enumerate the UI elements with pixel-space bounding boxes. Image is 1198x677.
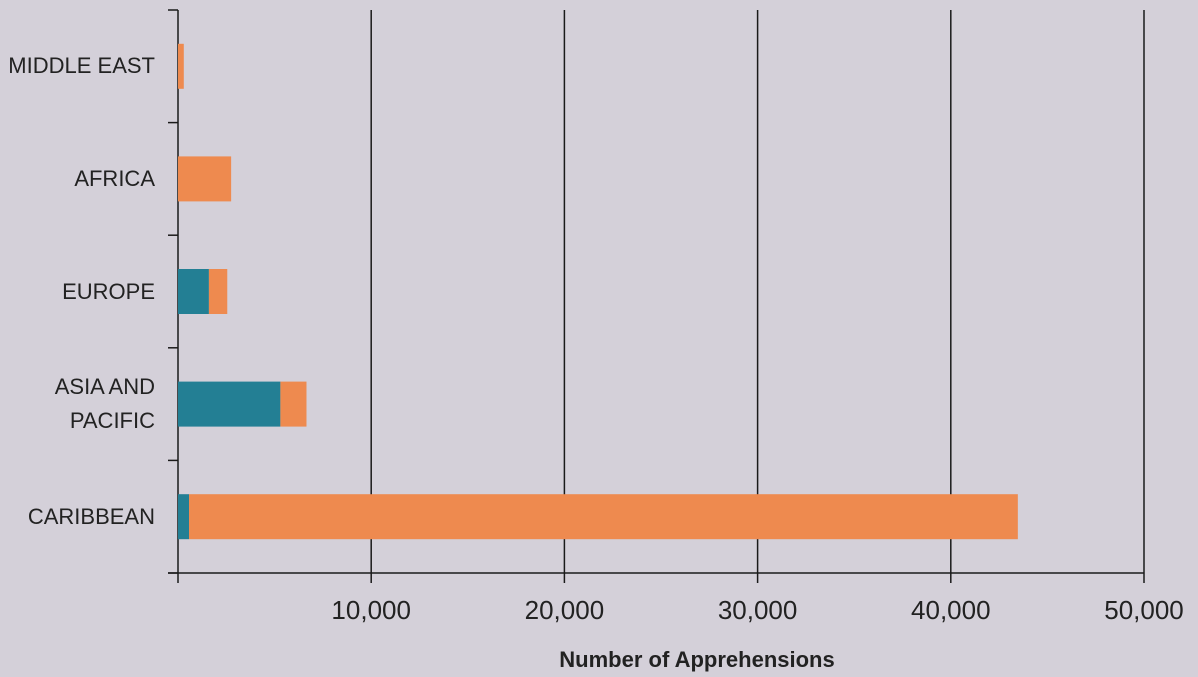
bar-segment [178,269,209,314]
x-axis-title: Number of Apprehensions [559,647,834,672]
bar-segment [178,381,281,427]
bar-segment [208,269,228,314]
x-tick-label: 50,000 [1104,595,1184,625]
y-tick-label: AFRICA [74,165,155,191]
x-tick-label: 40,000 [911,595,991,625]
bar-segment [189,494,1018,540]
y-tick-label: CARIBBEAN [27,503,155,529]
x-tick-label: 10,000 [331,595,411,625]
bar-segment [178,156,232,202]
bar-segment [280,381,307,427]
x-tick-label: 20,000 [525,595,605,625]
y-tick-label: ASIA AND PACIFIC [54,374,155,434]
bar-segment [178,494,190,540]
x-tick-label: 30,000 [718,595,798,625]
y-tick-label: EUROPE [62,278,155,304]
y-tick-label: MIDDLE EAST [8,53,155,79]
bar-segment [178,43,184,89]
